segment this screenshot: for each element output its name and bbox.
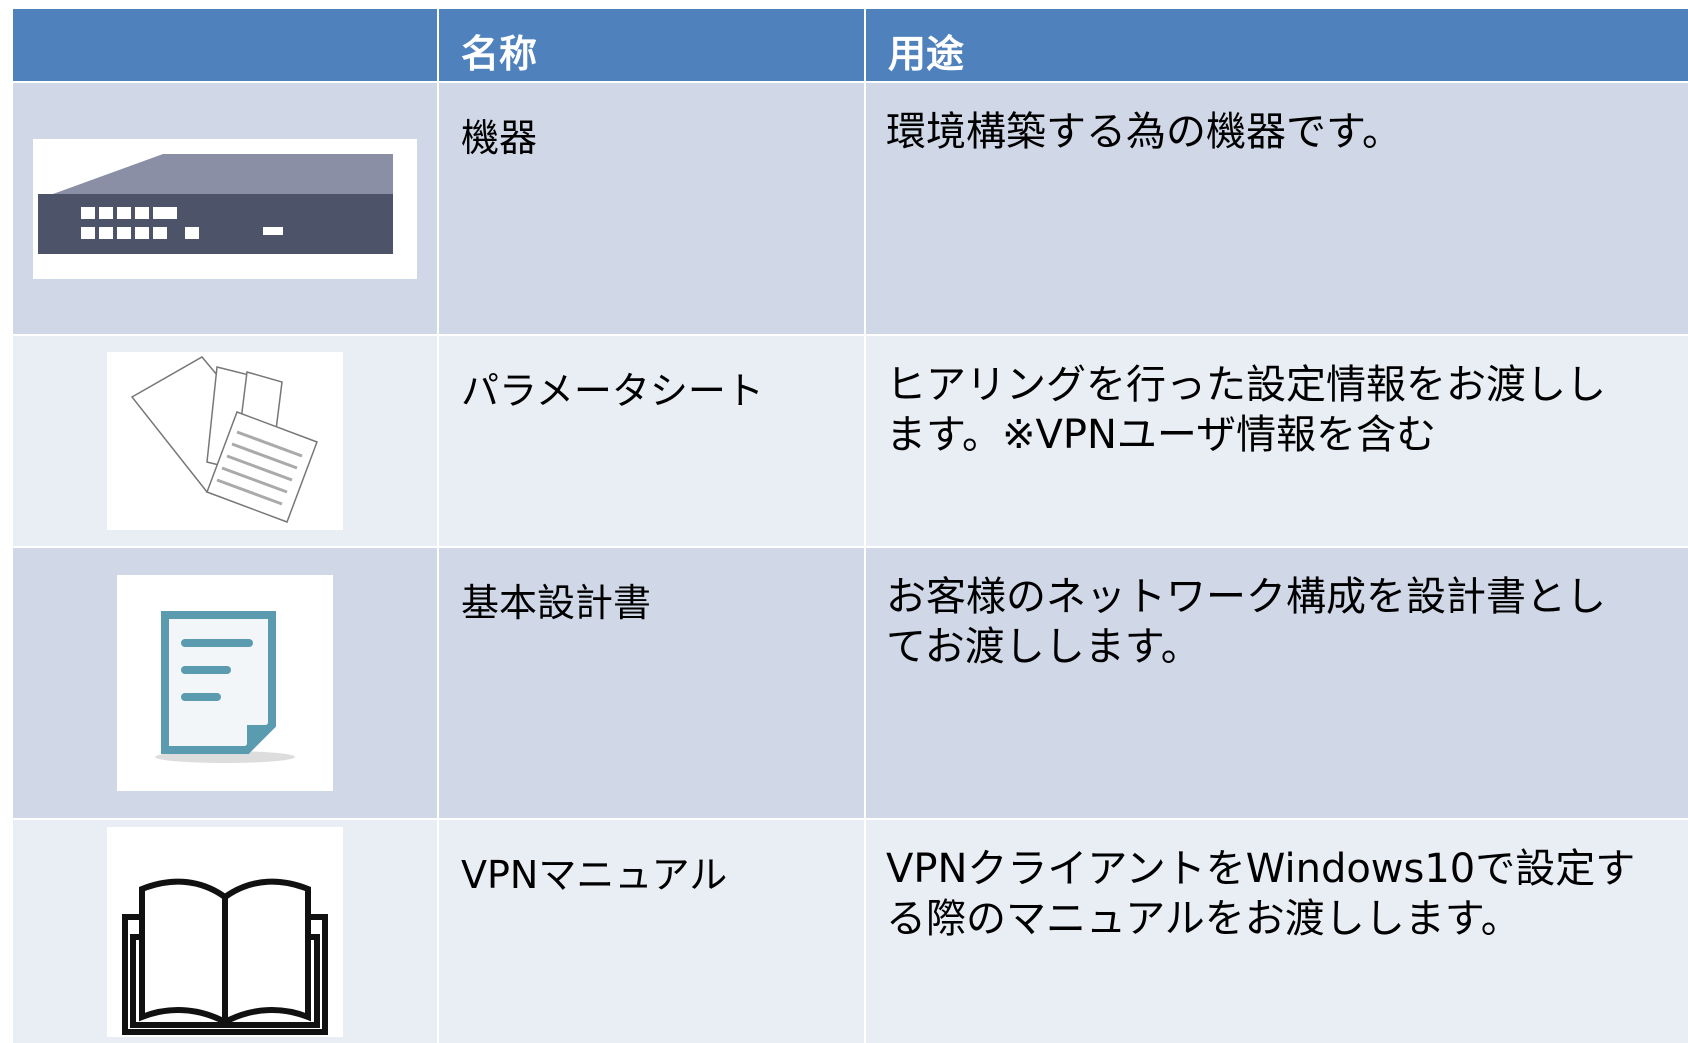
- usage-line: VPNクライアントをWindows10で設定す: [886, 846, 1636, 892]
- usage-line: てお渡しします。: [886, 624, 1201, 670]
- icon-cell: [13, 820, 437, 1043]
- usage-cell: VPNクライアントをWindows10で設定す る際のマニュアルをお渡しします。: [866, 820, 1688, 1043]
- name-cell: 機器: [439, 83, 864, 334]
- icon-cell: [13, 548, 437, 818]
- usage-line: 環境構築する為の機器です。: [886, 109, 1402, 155]
- usage-cell: 環境構築する為の機器です。: [866, 83, 1688, 334]
- icon: [107, 352, 343, 530]
- name-cell: VPNマニュアル: [439, 820, 864, 1043]
- usage-line: ます。※VPNユーザ情報を含む: [886, 412, 1437, 458]
- icon: [117, 575, 333, 791]
- icon: [107, 826, 343, 1037]
- header-cell: [13, 9, 437, 81]
- usage-line: る際のマニュアルをお渡しします。: [886, 896, 1521, 942]
- usage-line: ヒアリングを行った設定情報をお渡しし: [886, 362, 1606, 408]
- header-cell: 名称: [439, 9, 864, 81]
- header-cell: 用途: [866, 9, 1688, 81]
- name-cell: パラメータシート: [439, 336, 864, 546]
- icon: [33, 138, 417, 279]
- icon-cell: [13, 336, 437, 546]
- icon-cell: [13, 83, 437, 334]
- name-cell: 基本設計書: [439, 548, 864, 818]
- usage-cell: ヒアリングを行った設定情報をお渡しし ます。※VPNユーザ情報を含む: [866, 336, 1688, 546]
- usage-line: お客様のネットワーク構成を設計書とし: [886, 574, 1606, 620]
- usage-cell: お客様のネットワーク構成を設計書とし てお渡しします。: [866, 548, 1688, 818]
